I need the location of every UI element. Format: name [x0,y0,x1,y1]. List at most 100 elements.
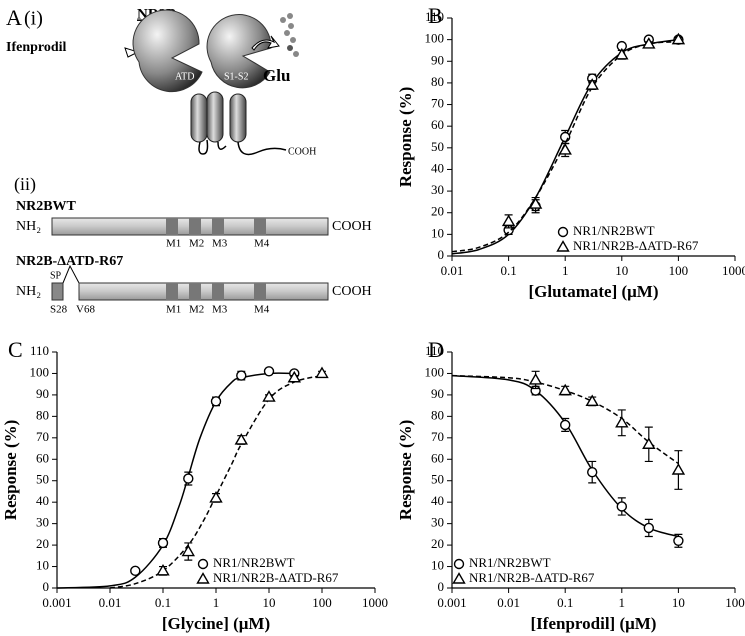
glu-molecule [280,13,299,57]
y-tick-label: 110 [425,343,444,358]
panel-letter: B [428,3,443,28]
y-tick-label: 70 [36,429,49,444]
tm-segments [166,218,266,235]
panel-a: A (i) NR2B Ifenprodil ATD S1-S2 Glu COOH… [6,5,372,315]
y-tick-label: 20 [36,536,49,551]
tm-label: M1 [166,238,181,250]
x-tick-label: 10 [615,263,628,278]
tm-label: M2 [189,238,204,250]
tm-label: M1 [166,304,181,316]
legend-label: NR1/NR2BWT [213,555,295,570]
y-axis-label: Response (%) [396,420,415,521]
s1s2-domain [206,14,272,89]
cooh-label: COOH [332,219,372,234]
x-tick-label: 10 [263,595,276,610]
data-point [560,419,571,431]
y-tick-label: 20 [431,536,444,551]
data-point [528,372,543,385]
fit-curve [451,41,679,253]
legend-marker [196,572,210,584]
y-tick-label: 100 [30,364,50,379]
data-point [642,437,656,449]
y-tick-label: 0 [438,247,445,262]
data-point [315,366,329,379]
legend-marker [452,572,466,584]
helix [229,93,247,143]
construct-name: NR2BWT [16,199,77,214]
data-point [236,370,247,381]
y-tick-label: 30 [431,515,444,530]
x-tick-label: 10 [672,595,685,610]
data-point [671,32,686,45]
tm-labels: M1 M2 M3 M4 [166,238,270,250]
x-tick-label: 100 [312,595,332,610]
nh2-label: NH₂ [16,219,41,234]
y-tick-label: 60 [431,117,444,132]
tm-label: M2 [189,304,204,316]
helix [206,91,224,143]
data-point [287,370,302,383]
x-tick-label: 0.1 [500,263,516,278]
x-tick-label: 0.1 [155,595,171,610]
x-tick-label: 1 [619,595,626,610]
y-axis-label: Response (%) [396,87,415,188]
y-tick-label: 70 [431,429,444,444]
y-tick-label: 80 [431,74,444,89]
s1s2-label: S1-S2 [224,71,248,82]
data-point [181,544,196,557]
tm-label: M3 [212,304,228,316]
panel-letter: A [6,5,22,30]
data-point [671,463,686,475]
data-point [560,131,571,143]
panel-letter: C [8,337,23,362]
x-axis-label: [Glutamate] (μM) [528,282,658,301]
x-tick-label: 100 [669,263,689,278]
data-point [263,366,275,377]
ifenprodil-label: Ifenprodil [6,40,67,55]
y-tick-label: 70 [431,96,444,111]
legend-label: NR1/NR2B-ΔATD-R67 [469,570,595,585]
data-point [501,214,516,227]
x-tick-label: 0.01 [497,595,520,610]
tm-label: M4 [254,238,270,250]
legend-label: NR1/NR2B-ΔATD-R67 [213,570,339,585]
y-tick-label: 20 [431,204,444,219]
y-tick-label: 0 [438,579,445,594]
x-tick-label: 0.001 [42,595,71,610]
data-point [642,37,656,49]
data-point [585,78,599,90]
construct-name: NR2B-ΔATD-R67 [16,254,123,269]
data-point [209,490,223,503]
data-point [558,383,572,396]
legend-label: NR1/NR2BWT [573,223,655,238]
glu-label: Glu [263,66,290,85]
signal-peptide [51,282,64,301]
site-label: S28 [50,304,68,316]
y-tick-label: 40 [431,160,444,175]
data-point [262,390,276,402]
legend-marker [197,558,209,570]
data-point [587,466,598,478]
y-tick-label: 30 [431,182,444,197]
data-point [183,473,194,484]
data-point [615,415,629,428]
atd-label: ATD [175,71,194,82]
site-label: V68 [76,304,95,316]
legend-label: NR1/NR2B-ΔATD-R67 [573,238,699,253]
helix [190,93,208,143]
y-axis-label: Response (%) [1,420,20,521]
y-tick-label: 10 [431,225,444,240]
y-tick-label: 60 [36,450,49,465]
y-tick-label: 30 [36,515,49,530]
x-axis-label: [Glycine] (μM) [162,614,270,633]
data-point [130,565,141,577]
data-point [234,433,249,445]
data-point [528,197,543,209]
y-tick-label: 10 [431,558,444,573]
fit-curve [451,374,679,465]
x-tick-label: 1 [213,595,220,610]
panel-letter: D [428,337,444,362]
linker [198,139,287,156]
